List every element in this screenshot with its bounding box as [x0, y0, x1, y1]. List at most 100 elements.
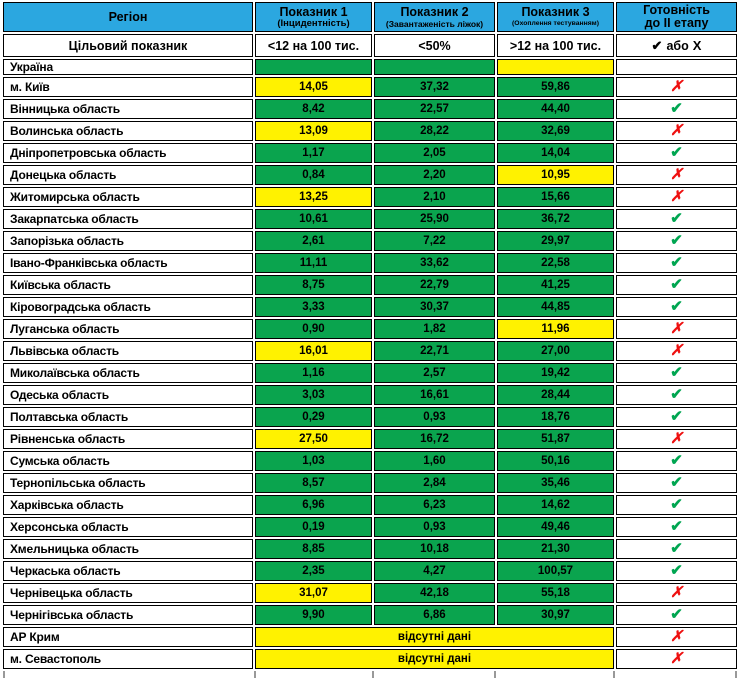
region-cell: АР Крим: [3, 627, 253, 647]
indicator3-cell: 35,46: [497, 473, 614, 493]
header-indicator1: Показник 1 (Інцидентність): [255, 2, 372, 32]
status-cell: ✗: [616, 77, 737, 97]
table-row: Чернігівська область 9,90 6,86 30,97 ✔: [3, 605, 737, 625]
status-cell: ✔: [616, 561, 737, 581]
cross-icon: ✗: [670, 320, 683, 337]
partial-cell: [3, 671, 256, 678]
region-cell: Полтавська область: [3, 407, 253, 427]
indicator2-cell: 42,18: [374, 583, 495, 603]
status-cell: ✔: [616, 209, 737, 229]
indicator1-cell: 27,50: [255, 429, 372, 449]
check-icon: ✔: [670, 232, 683, 249]
no-data-cell: відсутні дані: [255, 627, 614, 647]
indicator3-cell: 49,46: [497, 517, 614, 537]
indicator1-cell: 0,84: [255, 165, 372, 185]
region-cell: м. Севастополь: [3, 649, 253, 669]
header-indicator2-subtitle: (Завантаженість ліжок): [385, 18, 484, 29]
table-row: Закарпатська область 10,61 25,90 36,72 ✔: [3, 209, 737, 229]
region-cell: Кіровоградська область: [3, 297, 253, 317]
header-indicator2: Показник 2 (Завантаженість ліжок): [374, 2, 495, 32]
indicator1-cell: 31,07: [255, 583, 372, 603]
indicator3-cell: 41,25: [497, 275, 614, 295]
region-cell: Запорізька область: [3, 231, 253, 251]
cross-icon: ✗: [670, 584, 683, 601]
indicator3-cell: 59,86: [497, 77, 614, 97]
indicator3-cell: 55,18: [497, 583, 614, 603]
target-indicator2-cell: <50%: [374, 34, 495, 57]
region-cell: Закарпатська область: [3, 209, 253, 229]
region-cell: Вінницька область: [3, 99, 253, 119]
status-cell: ✗: [616, 627, 737, 647]
header-indicator3: Показник 3 (Охоплення тестуванням): [497, 2, 614, 32]
check-icon: ✔: [670, 276, 683, 293]
status-cell: ✗: [616, 341, 737, 361]
status-cell: ✗: [616, 649, 737, 669]
partial-cell: [374, 671, 497, 678]
region-cell: Тернопільська область: [3, 473, 253, 493]
partial-next-row: [3, 671, 737, 678]
indicator1-cell: 3,33: [255, 297, 372, 317]
indicator3-cell: 18,76: [497, 407, 614, 427]
header-indicator3-title: Показник 3: [521, 5, 590, 19]
indicator2-cell: 16,61: [374, 385, 495, 405]
cross-icon: ✗: [670, 78, 683, 95]
indicator3-cell: 21,30: [497, 539, 614, 559]
table-row: Тернопільська область 8,57 2,84 35,46 ✔: [3, 473, 737, 493]
header-readiness: Готовність до II етапу: [616, 2, 737, 32]
check-icon: ✔: [670, 540, 683, 557]
region-cell: Миколаївська область: [3, 363, 253, 383]
indicator1-cell: 0,19: [255, 517, 372, 537]
indicator3-cell: 22,58: [497, 253, 614, 273]
indicator2-cell: 2,10: [374, 187, 495, 207]
status-cell: ✔: [616, 385, 737, 405]
region-cell: Житомирська область: [3, 187, 253, 207]
status-cell: ✔: [616, 275, 737, 295]
status-cell: ✗: [616, 429, 737, 449]
region-cell: Донецька область: [3, 165, 253, 185]
indicator1-cell: 6,96: [255, 495, 372, 515]
status-cell: [616, 59, 737, 75]
check-icon: ✔: [670, 298, 683, 315]
indicator2-cell: 6,23: [374, 495, 495, 515]
cross-icon: ✗: [670, 188, 683, 205]
check-icon: ✔: [670, 254, 683, 271]
check-icon: ✔: [670, 606, 683, 623]
check-icon: ✔: [670, 496, 683, 513]
region-cell: Черкаська область: [3, 561, 253, 581]
check-icon: ✔: [651, 37, 663, 53]
table-row: Полтавська область 0,29 0,93 18,76 ✔: [3, 407, 737, 427]
indicator2-cell: 1,60: [374, 451, 495, 471]
table-row: Рівненська область 27,50 16,72 51,87 ✗: [3, 429, 737, 449]
indicator1-cell: 8,85: [255, 539, 372, 559]
target-label-cell: Цільовий показник: [3, 34, 253, 57]
table-row: Миколаївська область 1,16 2,57 19,42 ✔: [3, 363, 737, 383]
indicator1-cell: 2,35: [255, 561, 372, 581]
header-indicator3-subtitle: (Охоплення тестуванням): [512, 20, 599, 27]
status-cell: ✔: [616, 495, 737, 515]
indicator2-cell: 2,57: [374, 363, 495, 383]
indicator2-cell: 22,79: [374, 275, 495, 295]
indicator1-cell: 1,03: [255, 451, 372, 471]
check-icon: ✔: [670, 452, 683, 469]
indicator3-cell: 44,85: [497, 297, 614, 317]
table-row: Київська область 8,75 22,79 41,25 ✔: [3, 275, 737, 295]
region-cell: Чернігівська область: [3, 605, 253, 625]
status-cell: ✗: [616, 319, 737, 339]
target-indicator3-cell: >12 на 100 тис.: [497, 34, 614, 57]
indicator3-cell: 11,96: [497, 319, 614, 339]
status-cell: ✔: [616, 231, 737, 251]
table-row: АР Крим відсутні дані ✗: [3, 627, 737, 647]
indicator2-cell: 33,62: [374, 253, 495, 273]
indicator2-cell: 28,22: [374, 121, 495, 141]
check-icon: ✔: [670, 386, 683, 403]
check-icon: ✔: [670, 210, 683, 227]
status-cell: ✗: [616, 187, 737, 207]
region-cell: Київська область: [3, 275, 253, 295]
table-row: Луганська область 0,90 1,82 11,96 ✗: [3, 319, 737, 339]
status-cell: ✔: [616, 143, 737, 163]
indicator3-cell: 51,87: [497, 429, 614, 449]
header-readiness-line1: Готовність: [643, 3, 710, 17]
indicator2-cell: [374, 59, 495, 75]
